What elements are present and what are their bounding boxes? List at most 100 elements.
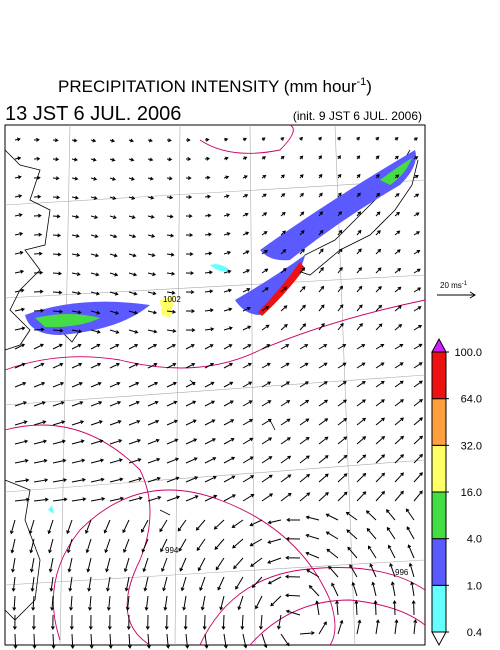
wind-vector — [386, 526, 396, 540]
wind-vector — [351, 581, 358, 597]
wind-vector — [71, 157, 78, 162]
wind-vector — [52, 343, 63, 350]
wind-vector — [14, 175, 22, 180]
wind-vector — [299, 192, 304, 198]
wind-vector — [70, 633, 75, 649]
wind-vector — [356, 229, 362, 236]
wind-vector — [318, 436, 329, 445]
wind-vector — [261, 212, 268, 217]
wind-vector — [166, 176, 173, 181]
wind-vector — [204, 194, 212, 199]
wind-vector — [261, 174, 267, 179]
wind-vector — [299, 267, 306, 274]
wind-vector — [52, 271, 63, 276]
valid-time: 13 JST 6 JUL. 2006 — [5, 103, 181, 125]
wind-vector — [31, 614, 36, 630]
wind-vector — [242, 325, 252, 331]
wind-vector — [33, 420, 47, 426]
wind-vector — [394, 324, 403, 331]
wind-vector — [318, 285, 325, 293]
wind-vector — [249, 519, 263, 527]
wind-vector — [318, 491, 329, 502]
wind-vector — [387, 544, 396, 559]
wind-vector — [204, 213, 212, 218]
wind-vector — [14, 213, 23, 217]
wind-vector — [13, 633, 18, 649]
wind-vector — [33, 251, 43, 256]
wind-vector — [33, 213, 42, 218]
wind-vector — [90, 272, 100, 277]
wind-vector — [345, 511, 358, 521]
wind-vector — [128, 362, 139, 369]
map: 1002 994 996 — [4, 124, 426, 649]
wind-vector — [33, 289, 44, 294]
rain-core-japan — [380, 158, 412, 185]
wind-vector — [204, 251, 213, 256]
wind-vector — [109, 420, 122, 426]
wind-vector — [71, 343, 82, 350]
wind-vector — [223, 438, 235, 445]
wind-vector — [29, 557, 35, 573]
wind-vector — [30, 576, 35, 592]
wind-vector — [109, 196, 117, 200]
wind-vector — [232, 538, 244, 549]
wind-vector — [204, 457, 217, 464]
wind-vector — [90, 310, 101, 315]
wind-vector — [14, 288, 25, 293]
wind-vector — [71, 420, 85, 426]
wind-vector — [52, 309, 63, 314]
wind-vector — [280, 492, 292, 502]
wind-vector — [413, 137, 418, 141]
wind-vector — [52, 362, 64, 369]
colorbar-tick-label: 32.0 — [461, 440, 482, 452]
wind-vector — [166, 633, 171, 649]
wind-vector — [242, 344, 252, 350]
wind-vector — [123, 538, 130, 553]
wind-vector — [185, 438, 198, 445]
wind-vector — [315, 600, 320, 616]
wind-vector — [204, 494, 218, 502]
wind-vector — [375, 435, 386, 445]
wind-vector — [90, 381, 102, 388]
wind-vector — [166, 233, 175, 238]
wind-vector — [204, 327, 215, 332]
wind-vector — [356, 454, 367, 464]
wind-vector — [299, 418, 310, 426]
wind-vector — [128, 196, 136, 200]
wind-vector — [299, 230, 305, 236]
wind-vector — [356, 248, 362, 255]
wind-vector — [219, 595, 225, 611]
wind-vector — [223, 633, 228, 649]
wind-vector — [128, 458, 142, 464]
wind-vector — [354, 600, 359, 616]
wind-vector — [204, 633, 209, 649]
wind-vector — [14, 401, 27, 407]
wind-vector — [375, 472, 386, 483]
wind-vector — [318, 304, 325, 312]
wind-vector — [179, 557, 187, 572]
wind-vector — [159, 519, 168, 533]
wind-vector — [147, 234, 156, 238]
wind-vector — [375, 380, 385, 388]
wind-vector — [204, 400, 216, 407]
wind-vector — [71, 176, 79, 181]
wind-vector — [337, 211, 342, 217]
colorbar-tick-label: 64.0 — [461, 394, 482, 406]
wind-vector — [375, 619, 380, 635]
wind-vector — [185, 381, 196, 388]
wind-vector — [337, 454, 348, 464]
wind-vector — [202, 614, 207, 630]
contour-label: 994 — [165, 546, 179, 555]
wind-vector — [337, 266, 343, 274]
wind-vector — [84, 519, 92, 534]
wind-vector — [14, 194, 23, 199]
wind-vector — [261, 249, 268, 255]
wind-vector — [166, 157, 173, 162]
wind-vector — [147, 476, 161, 483]
wind-vector — [280, 305, 288, 312]
wind-vector — [280, 323, 288, 331]
wind-vector — [71, 381, 83, 388]
wind-vector — [242, 212, 249, 217]
wind-vector — [200, 595, 206, 611]
